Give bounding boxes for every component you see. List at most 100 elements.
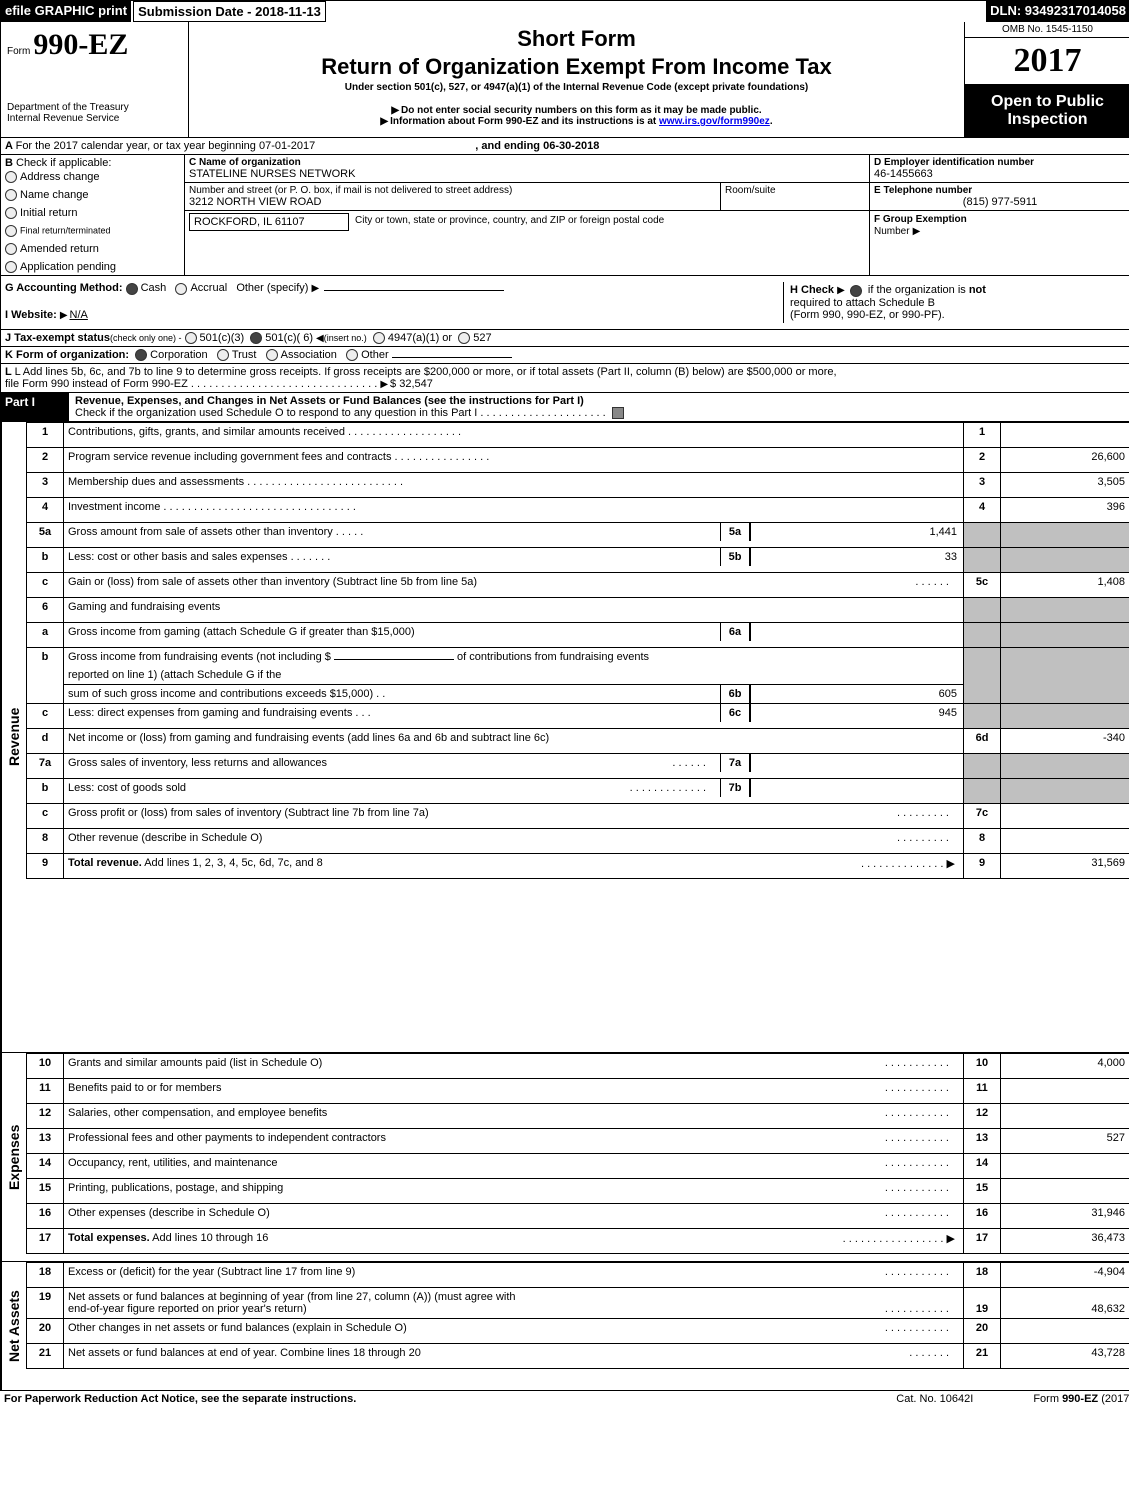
line-19: 19 Net assets or fund balances at beginn… xyxy=(27,1287,1129,1318)
phone-value: (815) 977-5911 xyxy=(874,196,1126,208)
gh-block: G Accounting Method: Cash Accrual Other … xyxy=(1,276,1129,328)
l-line: L L Add lines 5b, 6c, and 7b to line 9 t… xyxy=(1,363,1129,392)
room-suite: Room/suite xyxy=(721,183,869,210)
line-2: 2 Program service revenue including gove… xyxy=(27,447,1129,472)
irs-label: Internal Revenue Service xyxy=(7,113,182,124)
line-7c: c Gross profit or (loss) from sales of i… xyxy=(27,803,1129,828)
check-amended[interactable] xyxy=(5,243,17,255)
line-16: 16 Other expenses (describe in Schedule … xyxy=(27,1203,1129,1228)
check-schedule-o[interactable] xyxy=(612,407,624,419)
top-bar: efile GRAPHIC print Submission Date - 20… xyxy=(1,1,1129,22)
radio-trust[interactable] xyxy=(217,349,229,361)
subtitle: Under section 501(c), 527, or 4947(a)(1)… xyxy=(197,82,956,93)
line-4: 4 Investment income . . . . . . . . . . … xyxy=(27,497,1129,522)
group-exemption-label: F Group Exemption xyxy=(874,214,967,225)
k-line: K Form of organization: Corporation Trus… xyxy=(1,346,1129,363)
line-6: 6 Gaming and fundraising events xyxy=(27,597,1129,622)
line-3: 3 Membership dues and assessments . . . … xyxy=(27,472,1129,497)
check-initial-return[interactable] xyxy=(5,207,17,219)
form-footer: Form 990-EZ (2017) xyxy=(1033,1393,1129,1405)
revenue-section-label: Revenue xyxy=(1,422,26,1052)
radio-cash[interactable] xyxy=(126,283,138,295)
check-h[interactable] xyxy=(850,285,862,297)
radio-527[interactable] xyxy=(458,332,470,344)
note-info: Information about Form 990-EZ and its in… xyxy=(197,116,956,127)
line-7b: b Less: cost of goods sold. . . . . . . … xyxy=(27,778,1129,803)
omb-number: OMB No. 1545-1150 xyxy=(965,22,1129,38)
website-line: I Website: N/A xyxy=(5,309,783,321)
c-name-label: C Name of organization xyxy=(189,157,865,168)
accounting-method: G Accounting Method: Cash Accrual Other … xyxy=(5,282,783,294)
main-table: Revenue 1 Contributions, gifts, grants, … xyxy=(1,422,1129,1052)
part1-header: Part I Revenue, Expenses, and Changes in… xyxy=(1,392,1129,422)
line-8: 8 Other revenue (describe in Schedule O)… xyxy=(27,828,1129,853)
page-footer: For Paperwork Reduction Act Notice, see … xyxy=(0,1391,1129,1407)
title-short: Short Form xyxy=(197,26,956,52)
line-5b: b Less: cost or other basis and sales ex… xyxy=(27,547,1129,572)
efile-print-label: efile GRAPHIC print xyxy=(1,1,131,22)
line-1: 1 Contributions, gifts, grants, and simi… xyxy=(27,422,1129,447)
line-6c: c Less: direct expenses from gaming and … xyxy=(27,703,1129,728)
j-line: J Tax-exempt status(check only one) - 50… xyxy=(1,329,1129,346)
phone-label: E Telephone number xyxy=(874,185,1126,196)
ein-label: D Employer identification number xyxy=(874,157,1126,168)
ein-value: 46-1455663 xyxy=(874,168,1126,180)
line-15: 15 Printing, publications, postage, and … xyxy=(27,1178,1129,1203)
netassets-block: Net Assets 18 Excess or (deficit) for th… xyxy=(1,1261,1129,1390)
expenses-block: Expenses 10 Grants and similar amounts p… xyxy=(1,1052,1129,1261)
city-value: ROCKFORD, IL 61107 xyxy=(189,213,349,231)
paperwork-notice: For Paperwork Reduction Act Notice, see … xyxy=(4,1393,356,1405)
form-number: Form 990-EZ xyxy=(7,28,182,62)
netassets-section-label: Net Assets xyxy=(1,1262,26,1390)
line-10: 10 Grants and similar amounts paid (list… xyxy=(27,1053,1129,1078)
arrow-icon xyxy=(913,225,923,237)
addr-label: Number and street (or P. O. box, if mail… xyxy=(189,185,716,196)
tax-year: 2017 xyxy=(965,38,1129,85)
gross-receipts: $ 32,547 xyxy=(390,378,433,390)
line-14: 14 Occupancy, rent, utilities, and maint… xyxy=(27,1153,1129,1178)
addr-value: 3212 NORTH VIEW ROAD xyxy=(189,196,716,208)
line-7a: 7a Gross sales of inventory, less return… xyxy=(27,753,1129,778)
check-app-pending[interactable] xyxy=(5,261,17,273)
line-20: 20 Other changes in net assets or fund b… xyxy=(27,1318,1129,1343)
line-12: 12 Salaries, other compensation, and emp… xyxy=(27,1103,1129,1128)
check-name-change[interactable] xyxy=(5,189,17,201)
dln-label: DLN: 93492317014058 xyxy=(986,1,1129,22)
submission-date: Submission Date - 2018-11-13 xyxy=(133,1,326,22)
org-name: STATELINE NURSES NETWORK xyxy=(189,168,865,180)
radio-4947[interactable] xyxy=(373,332,385,344)
line-6b: b Gross income from fundraising events (… xyxy=(27,647,1129,703)
line-9: 9 Total revenue. Add lines 1, 2, 3, 4, 5… xyxy=(27,853,1129,878)
radio-corp[interactable] xyxy=(135,349,147,361)
part1-label: Part I xyxy=(1,393,69,421)
city-label: City or town, state or province, country… xyxy=(349,213,865,231)
title-main: Return of Organization Exempt From Incom… xyxy=(197,54,956,80)
check-final-return[interactable] xyxy=(5,225,17,237)
h-check-line: H Check if the organization is not xyxy=(790,284,1120,296)
open-to-public: Open to Public Inspection xyxy=(965,85,1129,137)
cat-number: Cat. No. 10642I xyxy=(896,1393,973,1405)
line-6a: a Gross income from gaming (attach Sched… xyxy=(27,622,1129,647)
line-18: 18 Excess or (deficit) for the year (Sub… xyxy=(27,1262,1129,1287)
website-value: N/A xyxy=(70,309,88,321)
radio-501c[interactable] xyxy=(250,332,262,344)
line-6d: d Net income or (loss) from gaming and f… xyxy=(27,728,1129,753)
note-ssn: Do not enter social security numbers on … xyxy=(197,105,956,116)
radio-501c3[interactable] xyxy=(185,332,197,344)
radio-assoc[interactable] xyxy=(266,349,278,361)
org-info-block: B Check if applicable: Address change Na… xyxy=(1,155,1129,275)
form-header: Form 990-EZ Department of the Treasury I… xyxy=(1,22,1129,138)
radio-other[interactable] xyxy=(346,349,358,361)
line-21: 21 Net assets or fund balances at end of… xyxy=(27,1343,1129,1368)
part1-title: Revenue, Expenses, and Changes in Net As… xyxy=(75,395,584,407)
line-5a: 5a Gross amount from sale of assets othe… xyxy=(27,522,1129,547)
form990ez-link[interactable]: www.irs.gov/form990ez xyxy=(659,116,770,127)
check-address-change[interactable] xyxy=(5,171,17,183)
line-a-tax-year: A For the 2017 calendar year, or tax yea… xyxy=(1,138,1129,155)
line-17: 17 Total expenses. Add lines 10 through … xyxy=(27,1228,1129,1253)
radio-accrual[interactable] xyxy=(175,283,187,295)
dept-treasury: Department of the Treasury xyxy=(7,102,182,113)
line-5c: c Gain or (loss) from sale of assets oth… xyxy=(27,572,1129,597)
line-11: 11 Benefits paid to or for members. . . … xyxy=(27,1078,1129,1103)
expenses-section-label: Expenses xyxy=(1,1053,26,1261)
